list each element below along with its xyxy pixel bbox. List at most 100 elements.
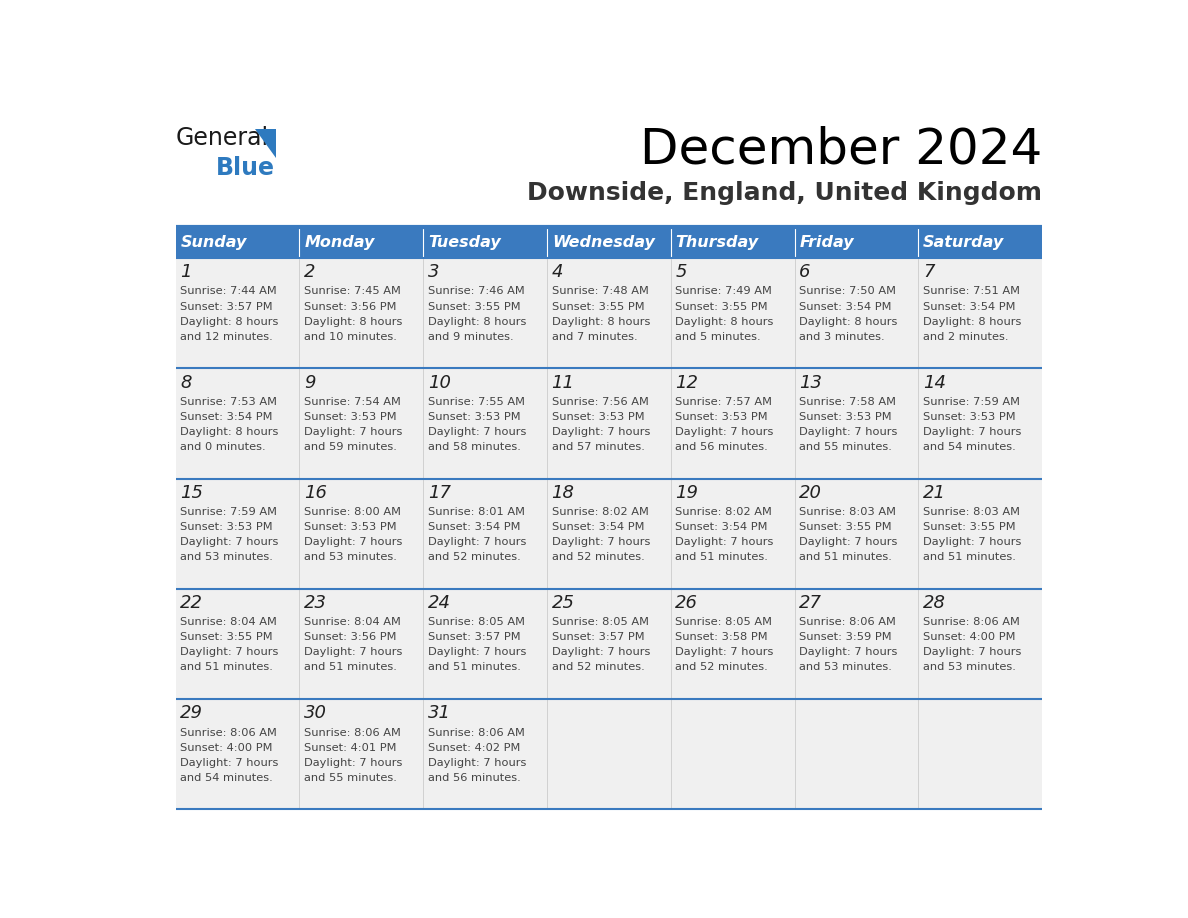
Text: Saturday: Saturday — [923, 235, 1005, 250]
Text: 6: 6 — [800, 263, 810, 282]
Text: Sunrise: 7:48 AM: Sunrise: 7:48 AM — [551, 286, 649, 297]
Text: and 52 minutes.: and 52 minutes. — [551, 552, 644, 562]
Text: General: General — [176, 126, 268, 150]
Text: Sunset: 3:55 PM: Sunset: 3:55 PM — [181, 633, 273, 643]
Text: and 53 minutes.: and 53 minutes. — [304, 552, 397, 562]
Text: 5: 5 — [676, 263, 687, 282]
Text: and 51 minutes.: and 51 minutes. — [428, 662, 520, 672]
Text: Daylight: 7 hours: Daylight: 7 hours — [676, 427, 773, 437]
Text: Sunrise: 7:59 AM: Sunrise: 7:59 AM — [923, 397, 1020, 407]
Bar — [176, 699, 1042, 810]
Text: Sunrise: 8:05 AM: Sunrise: 8:05 AM — [428, 617, 525, 627]
Text: Sunrise: 7:59 AM: Sunrise: 7:59 AM — [181, 507, 277, 517]
Text: Sunrise: 8:06 AM: Sunrise: 8:06 AM — [800, 617, 896, 627]
Text: Daylight: 7 hours: Daylight: 7 hours — [428, 647, 526, 657]
Text: Sunset: 3:54 PM: Sunset: 3:54 PM — [676, 522, 767, 532]
Text: and 51 minutes.: and 51 minutes. — [923, 552, 1016, 562]
Text: Daylight: 7 hours: Daylight: 7 hours — [304, 647, 403, 657]
Text: Sunset: 3:59 PM: Sunset: 3:59 PM — [800, 633, 892, 643]
Text: 20: 20 — [800, 484, 822, 502]
Text: and 3 minutes.: and 3 minutes. — [800, 331, 885, 341]
Text: 21: 21 — [923, 484, 946, 502]
Text: Daylight: 7 hours: Daylight: 7 hours — [923, 427, 1022, 437]
Text: Sunrise: 8:03 AM: Sunrise: 8:03 AM — [923, 507, 1020, 517]
Text: 7: 7 — [923, 263, 935, 282]
Text: Sunrise: 7:50 AM: Sunrise: 7:50 AM — [800, 286, 896, 297]
Text: Sunset: 3:53 PM: Sunset: 3:53 PM — [181, 522, 273, 532]
Text: 30: 30 — [304, 704, 327, 722]
Text: and 56 minutes.: and 56 minutes. — [428, 773, 520, 782]
Text: 13: 13 — [800, 374, 822, 392]
Text: 31: 31 — [428, 704, 450, 722]
Text: 2: 2 — [304, 263, 316, 282]
Text: Daylight: 7 hours: Daylight: 7 hours — [923, 537, 1022, 547]
Text: Monday: Monday — [304, 235, 374, 250]
Text: 19: 19 — [676, 484, 699, 502]
Text: Sunset: 3:53 PM: Sunset: 3:53 PM — [551, 412, 644, 421]
Bar — [546, 227, 671, 258]
Text: Sunrise: 8:06 AM: Sunrise: 8:06 AM — [304, 728, 400, 737]
Text: and 55 minutes.: and 55 minutes. — [800, 442, 892, 452]
Text: and 57 minutes.: and 57 minutes. — [551, 442, 644, 452]
Text: Daylight: 8 hours: Daylight: 8 hours — [676, 317, 773, 327]
Text: Daylight: 7 hours: Daylight: 7 hours — [181, 537, 279, 547]
Text: Sunrise: 7:53 AM: Sunrise: 7:53 AM — [181, 397, 277, 407]
Text: and 56 minutes.: and 56 minutes. — [676, 442, 769, 452]
Bar — [176, 227, 299, 258]
Text: 27: 27 — [800, 594, 822, 612]
Text: Sunset: 4:02 PM: Sunset: 4:02 PM — [428, 743, 520, 753]
Text: Sunday: Sunday — [181, 235, 247, 250]
Text: Sunset: 3:55 PM: Sunset: 3:55 PM — [428, 301, 520, 311]
Text: Sunset: 3:53 PM: Sunset: 3:53 PM — [304, 522, 397, 532]
Text: and 54 minutes.: and 54 minutes. — [923, 442, 1016, 452]
Text: 15: 15 — [181, 484, 203, 502]
Text: Sunrise: 8:04 AM: Sunrise: 8:04 AM — [181, 617, 277, 627]
Text: Sunrise: 8:06 AM: Sunrise: 8:06 AM — [181, 728, 277, 737]
Text: Sunset: 4:00 PM: Sunset: 4:00 PM — [923, 633, 1016, 643]
Text: Sunrise: 8:01 AM: Sunrise: 8:01 AM — [428, 507, 525, 517]
Text: 3: 3 — [428, 263, 440, 282]
Text: and 54 minutes.: and 54 minutes. — [181, 773, 273, 782]
Text: Sunrise: 7:44 AM: Sunrise: 7:44 AM — [181, 286, 277, 297]
Text: 1: 1 — [181, 263, 191, 282]
Text: Sunrise: 7:58 AM: Sunrise: 7:58 AM — [800, 397, 896, 407]
Text: 28: 28 — [923, 594, 946, 612]
Text: Sunset: 4:01 PM: Sunset: 4:01 PM — [304, 743, 397, 753]
Text: 9: 9 — [304, 374, 316, 392]
Text: Sunset: 3:56 PM: Sunset: 3:56 PM — [304, 301, 397, 311]
Text: Daylight: 8 hours: Daylight: 8 hours — [181, 427, 279, 437]
Text: 22: 22 — [181, 594, 203, 612]
Text: Daylight: 7 hours: Daylight: 7 hours — [551, 537, 650, 547]
Text: Sunrise: 7:45 AM: Sunrise: 7:45 AM — [304, 286, 400, 297]
Text: Daylight: 7 hours: Daylight: 7 hours — [181, 647, 279, 657]
Text: Sunset: 3:54 PM: Sunset: 3:54 PM — [428, 522, 520, 532]
Text: and 9 minutes.: and 9 minutes. — [428, 331, 513, 341]
Text: Sunset: 3:55 PM: Sunset: 3:55 PM — [923, 522, 1016, 532]
Text: Daylight: 7 hours: Daylight: 7 hours — [551, 427, 650, 437]
Text: Sunset: 3:54 PM: Sunset: 3:54 PM — [800, 301, 892, 311]
Text: 29: 29 — [181, 704, 203, 722]
Text: Sunrise: 7:57 AM: Sunrise: 7:57 AM — [676, 397, 772, 407]
Text: Sunset: 3:53 PM: Sunset: 3:53 PM — [428, 412, 520, 421]
Text: Sunset: 3:54 PM: Sunset: 3:54 PM — [923, 301, 1016, 311]
Text: 8: 8 — [181, 374, 191, 392]
Text: Sunset: 3:57 PM: Sunset: 3:57 PM — [181, 301, 273, 311]
Text: 26: 26 — [676, 594, 699, 612]
Text: and 52 minutes.: and 52 minutes. — [428, 552, 520, 562]
Text: Sunset: 3:53 PM: Sunset: 3:53 PM — [800, 412, 892, 421]
Text: Daylight: 8 hours: Daylight: 8 hours — [800, 317, 898, 327]
Text: Sunset: 3:53 PM: Sunset: 3:53 PM — [304, 412, 397, 421]
Text: Sunrise: 8:04 AM: Sunrise: 8:04 AM — [304, 617, 400, 627]
Text: Daylight: 7 hours: Daylight: 7 hours — [551, 647, 650, 657]
Text: and 51 minutes.: and 51 minutes. — [304, 662, 397, 672]
Text: Daylight: 8 hours: Daylight: 8 hours — [551, 317, 650, 327]
Text: Sunset: 3:53 PM: Sunset: 3:53 PM — [676, 412, 767, 421]
Text: and 7 minutes.: and 7 minutes. — [551, 331, 637, 341]
Text: 16: 16 — [304, 484, 327, 502]
Text: and 5 minutes.: and 5 minutes. — [676, 331, 762, 341]
Text: Daylight: 8 hours: Daylight: 8 hours — [304, 317, 403, 327]
Text: Daylight: 7 hours: Daylight: 7 hours — [304, 757, 403, 767]
Text: Daylight: 7 hours: Daylight: 7 hours — [428, 757, 526, 767]
Text: Daylight: 7 hours: Daylight: 7 hours — [800, 427, 898, 437]
Text: Blue: Blue — [216, 156, 274, 180]
